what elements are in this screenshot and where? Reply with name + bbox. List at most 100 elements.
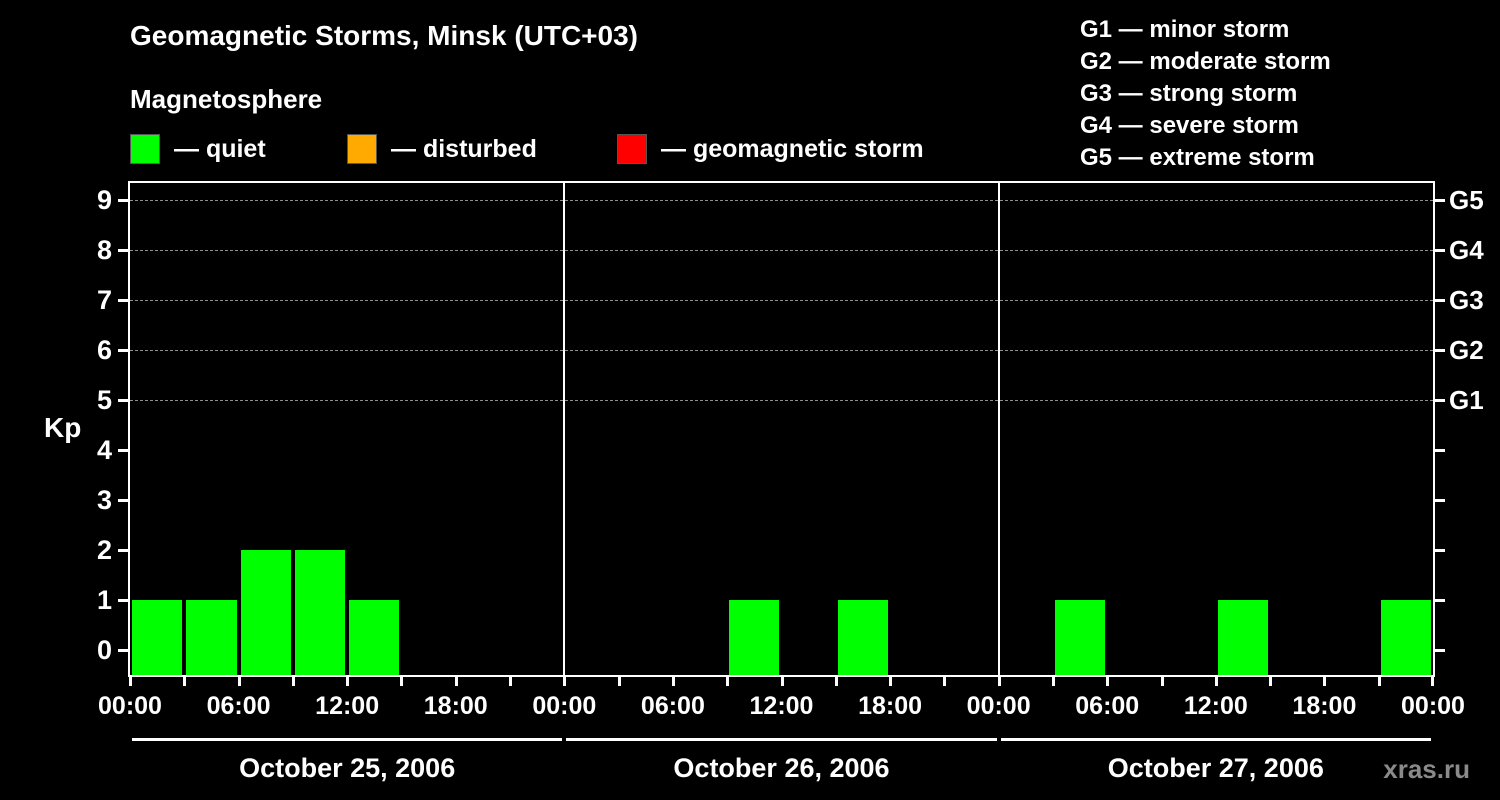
y-tick-label: 3 <box>96 485 112 515</box>
storm-scale-line-G1: G1 — minor storm <box>1080 16 1290 43</box>
x-tick <box>1323 677 1327 686</box>
x-tick <box>671 677 675 686</box>
x-tick <box>563 677 567 686</box>
x-tick-label: 06:00 <box>1075 692 1140 720</box>
y-tick-label: 5 <box>96 385 112 415</box>
x-tick <box>400 677 404 686</box>
kp-bar <box>240 550 291 675</box>
x-tick-label: 00:00 <box>532 692 597 720</box>
y-tick-left <box>118 649 128 652</box>
x-tick <box>943 677 947 686</box>
g-level-label-G1: G1 <box>1449 385 1484 415</box>
y-tick-left <box>118 399 128 402</box>
storm-scale-line-G5: G5 — extreme storm <box>1080 144 1315 171</box>
kp-bar <box>729 600 780 675</box>
chart-subtitle: Magnetosphere <box>130 84 323 114</box>
gridline-kp8 <box>130 250 1433 251</box>
date-underline <box>1000 738 1431 741</box>
y-tick-left <box>118 299 128 302</box>
g-level-label-G5: G5 <box>1449 185 1484 215</box>
y-tick-left <box>118 349 128 352</box>
y-tick-left <box>118 499 128 502</box>
gridline-kp9 <box>130 200 1433 201</box>
x-tick-label: 12:00 <box>315 692 380 720</box>
kp-bar <box>349 600 400 675</box>
x-tick <box>1377 677 1381 686</box>
y-tick-label: 8 <box>96 235 112 265</box>
g-level-label-G4: G4 <box>1449 235 1484 265</box>
x-tick-label: 06:00 <box>206 692 271 720</box>
y-tick-label: 0 <box>96 635 112 665</box>
y-tick-right <box>1435 299 1445 302</box>
y-tick-label: 6 <box>96 335 112 365</box>
y-tick-left <box>118 599 128 602</box>
x-tick-label: 18:00 <box>423 692 488 720</box>
x-tick-label: 00:00 <box>98 692 162 720</box>
y-tick-right <box>1435 399 1445 402</box>
date-label: October 25, 2006 <box>239 753 456 783</box>
gridline-kp5 <box>130 400 1433 401</box>
y-tick-right <box>1435 349 1445 352</box>
x-tick-label: 18:00 <box>858 692 923 720</box>
x-tick <box>1051 677 1055 686</box>
y-tick-left <box>118 549 128 552</box>
kp-bar <box>1380 600 1431 675</box>
x-tick-label: 12:00 <box>749 692 814 720</box>
x-tick <box>726 677 730 686</box>
x-tick <box>1431 677 1434 686</box>
x-tick-label: 00:00 <box>1401 692 1465 720</box>
x-tick <box>1269 677 1273 686</box>
panel-separator <box>563 183 566 675</box>
kp-bar <box>1217 600 1269 675</box>
date-underline <box>132 738 563 741</box>
y-tick-label: 7 <box>96 285 112 315</box>
y-tick-right <box>1435 649 1445 652</box>
x-tick <box>1106 677 1110 686</box>
kp-bar <box>132 600 183 675</box>
y-tick-label: 4 <box>96 435 112 465</box>
x-tick <box>129 677 132 686</box>
y-tick-label: 1 <box>96 585 112 615</box>
x-tick <box>889 677 893 686</box>
y-axis-label: Kp <box>44 412 82 443</box>
x-tick <box>834 677 838 686</box>
kp-bar <box>1054 600 1106 675</box>
legend-label-quiet: — quiet <box>174 135 266 163</box>
y-tick-right <box>1435 599 1445 602</box>
y-tick-right <box>1435 449 1445 452</box>
kp-bar <box>186 600 237 675</box>
x-tick <box>454 677 458 686</box>
x-tick <box>291 677 295 686</box>
y-tick-right <box>1435 199 1445 202</box>
g-level-label-G2: G2 <box>1449 335 1484 365</box>
date-label: October 26, 2006 <box>673 753 890 783</box>
x-tick <box>346 677 350 686</box>
plot-area <box>128 181 1435 677</box>
watermark: xras.ru <box>1383 754 1470 784</box>
legend-swatch-disturbed <box>347 134 377 164</box>
x-tick <box>617 677 621 686</box>
x-tick <box>509 677 513 686</box>
y-tick-label: 9 <box>96 185 112 215</box>
x-tick-label: 00:00 <box>966 692 1031 720</box>
x-tick-label: 18:00 <box>1292 692 1357 720</box>
storm-scale-line-G2: G2 — moderate storm <box>1080 48 1331 75</box>
x-tick-label: 06:00 <box>640 692 705 720</box>
x-tick <box>997 677 1001 686</box>
panel-separator <box>997 183 1000 675</box>
legend-swatch-storm <box>617 134 647 164</box>
gridline-kp6 <box>130 350 1433 351</box>
legend-label-storm: — geomagnetic storm <box>661 135 924 163</box>
x-tick <box>1214 677 1218 686</box>
date-label: October 27, 2006 <box>1107 753 1324 783</box>
y-tick-right <box>1435 249 1445 252</box>
y-tick-left <box>118 449 128 452</box>
legend-swatch-quiet <box>130 134 160 164</box>
y-tick-left <box>118 199 128 202</box>
storm-scale-line-G4: G4 — severe storm <box>1080 112 1299 139</box>
g-level-label-G3: G3 <box>1449 285 1484 315</box>
kp-bar <box>837 600 889 675</box>
chart-title: Geomagnetic Storms, Minsk (UTC+03) <box>130 20 639 51</box>
y-tick-right <box>1435 549 1445 552</box>
